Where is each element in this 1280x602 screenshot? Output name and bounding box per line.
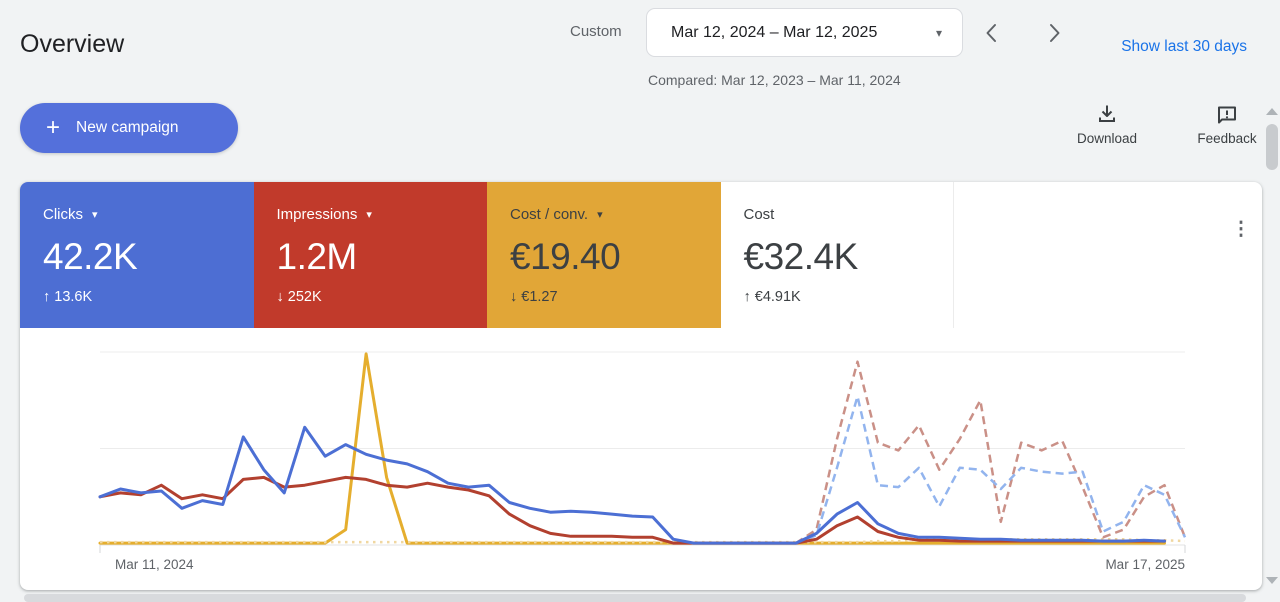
dropdown-caret-icon: ▾ bbox=[92, 209, 98, 221]
scrollbar-down-arrow[interactable] bbox=[1266, 577, 1278, 587]
series-impressions-previous bbox=[795, 360, 1187, 545]
date-range-selector[interactable]: Mar 12, 2024 – Mar 12, 2025 ▾ bbox=[646, 8, 963, 57]
delta-arrow-icon: ↑ bbox=[743, 289, 751, 305]
chevron-left-icon bbox=[986, 24, 996, 42]
next-period-button[interactable] bbox=[1037, 17, 1071, 49]
performance-line-chart bbox=[98, 351, 1187, 553]
show-last-30-days-link[interactable]: Show last 30 days bbox=[1121, 38, 1247, 55]
download-label: Download bbox=[1076, 131, 1138, 146]
scorecard-delta: 252K bbox=[287, 289, 322, 305]
horizontal-scrollbar-thumb[interactable] bbox=[24, 594, 1246, 602]
plus-icon: + bbox=[46, 114, 61, 141]
scorecard-label: Cost bbox=[743, 206, 775, 223]
scorecard-row: Clicks ▾ 42.2K ↑ 13.6K Impressions ▾ 1.2M ↓… bbox=[20, 182, 1262, 328]
date-mode-label: Custom bbox=[570, 23, 622, 40]
dropdown-caret-icon: ▾ bbox=[366, 209, 372, 221]
scorecard-label: Clicks bbox=[43, 206, 83, 223]
dropdown-caret-icon: ▾ bbox=[597, 209, 603, 221]
scorecard-delta: €4.91K bbox=[754, 289, 801, 305]
date-range-value: Mar 12, 2024 – Mar 12, 2025 bbox=[671, 23, 878, 41]
download-button[interactable]: Download bbox=[1069, 102, 1145, 146]
scorecard[interactable]: Cost / conv. ▾ €19.40 ↓ €1.27 bbox=[487, 182, 721, 328]
compared-period-text: Compared: Mar 12, 2023 – Mar 11, 2024 bbox=[648, 72, 901, 88]
scorecard[interactable]: Cost▾ €32.4K ↑€4.91K bbox=[720, 182, 954, 328]
feedback-icon bbox=[1218, 106, 1236, 124]
scorecard-value: €19.40 bbox=[510, 236, 621, 277]
scorecard[interactable]: Impressions ▾ 1.2M ↓ 252K bbox=[253, 182, 487, 328]
x-axis-end-label: Mar 17, 2025 bbox=[1105, 557, 1185, 572]
series-clicks-previous bbox=[795, 395, 1187, 545]
previous-period-button[interactable] bbox=[975, 17, 1009, 49]
card-overflow-menu-button[interactable]: ⋮ bbox=[1231, 218, 1251, 240]
scorecard-delta: 13.6K bbox=[54, 289, 93, 305]
scrollbar-up-arrow[interactable] bbox=[1266, 108, 1278, 118]
delta-arrow-icon: ↑ bbox=[43, 289, 51, 305]
scorecard-value: 42.2K bbox=[43, 236, 138, 277]
overview-chart-card: Clicks ▾ 42.2K ↑ 13.6K Impressions ▾ 1.2M ↓… bbox=[20, 182, 1262, 590]
scorecard-label: Impressions bbox=[276, 206, 358, 223]
scorecard-delta: €1.27 bbox=[521, 289, 558, 305]
feedback-button[interactable]: Feedback bbox=[1189, 102, 1265, 146]
x-axis-start-label: Mar 11, 2024 bbox=[115, 557, 194, 572]
page-title: Overview bbox=[20, 30, 125, 58]
new-campaign-label: New campaign bbox=[76, 119, 179, 136]
chevron-down-icon: ▾ bbox=[935, 25, 942, 40]
delta-arrow-icon: ↓ bbox=[510, 289, 518, 305]
scorecard-value: 1.2M bbox=[276, 236, 358, 277]
vertical-scrollbar-thumb[interactable] bbox=[1266, 124, 1278, 170]
scorecard-value: €32.4K bbox=[743, 236, 859, 277]
download-icon bbox=[1099, 105, 1115, 122]
feedback-label: Feedback bbox=[1197, 131, 1257, 146]
triangle-down-icon bbox=[1266, 577, 1278, 584]
triangle-up-icon bbox=[1266, 108, 1278, 115]
delta-arrow-icon: ↓ bbox=[276, 289, 284, 305]
scorecard-label: Cost / conv. bbox=[510, 206, 589, 223]
new-campaign-button[interactable]: + New campaign bbox=[20, 103, 238, 153]
series-clicks-current bbox=[98, 425, 1166, 545]
scorecard[interactable]: Clicks ▾ 42.2K ↑ 13.6K bbox=[20, 182, 254, 328]
chevron-right-icon bbox=[1050, 24, 1060, 42]
